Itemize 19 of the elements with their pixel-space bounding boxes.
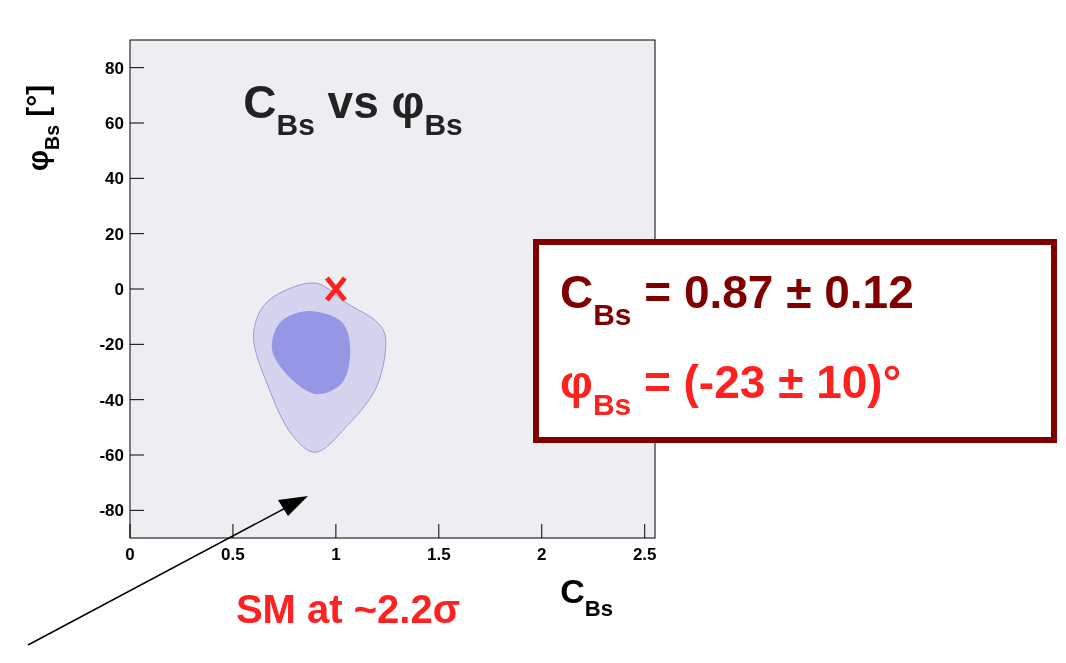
- x-tick-label: 1: [331, 545, 341, 564]
- text: C$_{Bs}$ vs φ$_{Bs}$: [243, 76, 463, 141]
- y-tick-label: -40: [99, 390, 124, 410]
- y-tick-label: 0: [114, 280, 124, 299]
- y-tick-label: 40: [105, 169, 124, 189]
- y-tick-label: 60: [105, 114, 124, 133]
- x-axis-title: C$_{Bs}$: [560, 572, 613, 621]
- x-tick-label: 2.5: [632, 545, 657, 564]
- x-tick-label: 1.5: [427, 545, 451, 564]
- y-tick-label: -20: [99, 335, 124, 355]
- annotation: C$_{Bs}$ = 0.87 ± 0.12: [560, 266, 914, 331]
- y-tick-label: 20: [105, 224, 124, 244]
- y-tick-label: 80: [105, 58, 124, 78]
- annotation: φ$_{Bs}$ = (-23 ± 10)°: [560, 356, 902, 421]
- y-tick-label: -60: [99, 446, 124, 465]
- x-tick-label: 0.5: [221, 545, 245, 564]
- x-tick-label: 2: [537, 545, 547, 564]
- y-tick-label: -80: [99, 501, 124, 521]
- text: SM at ~2.2σ: [235, 587, 461, 631]
